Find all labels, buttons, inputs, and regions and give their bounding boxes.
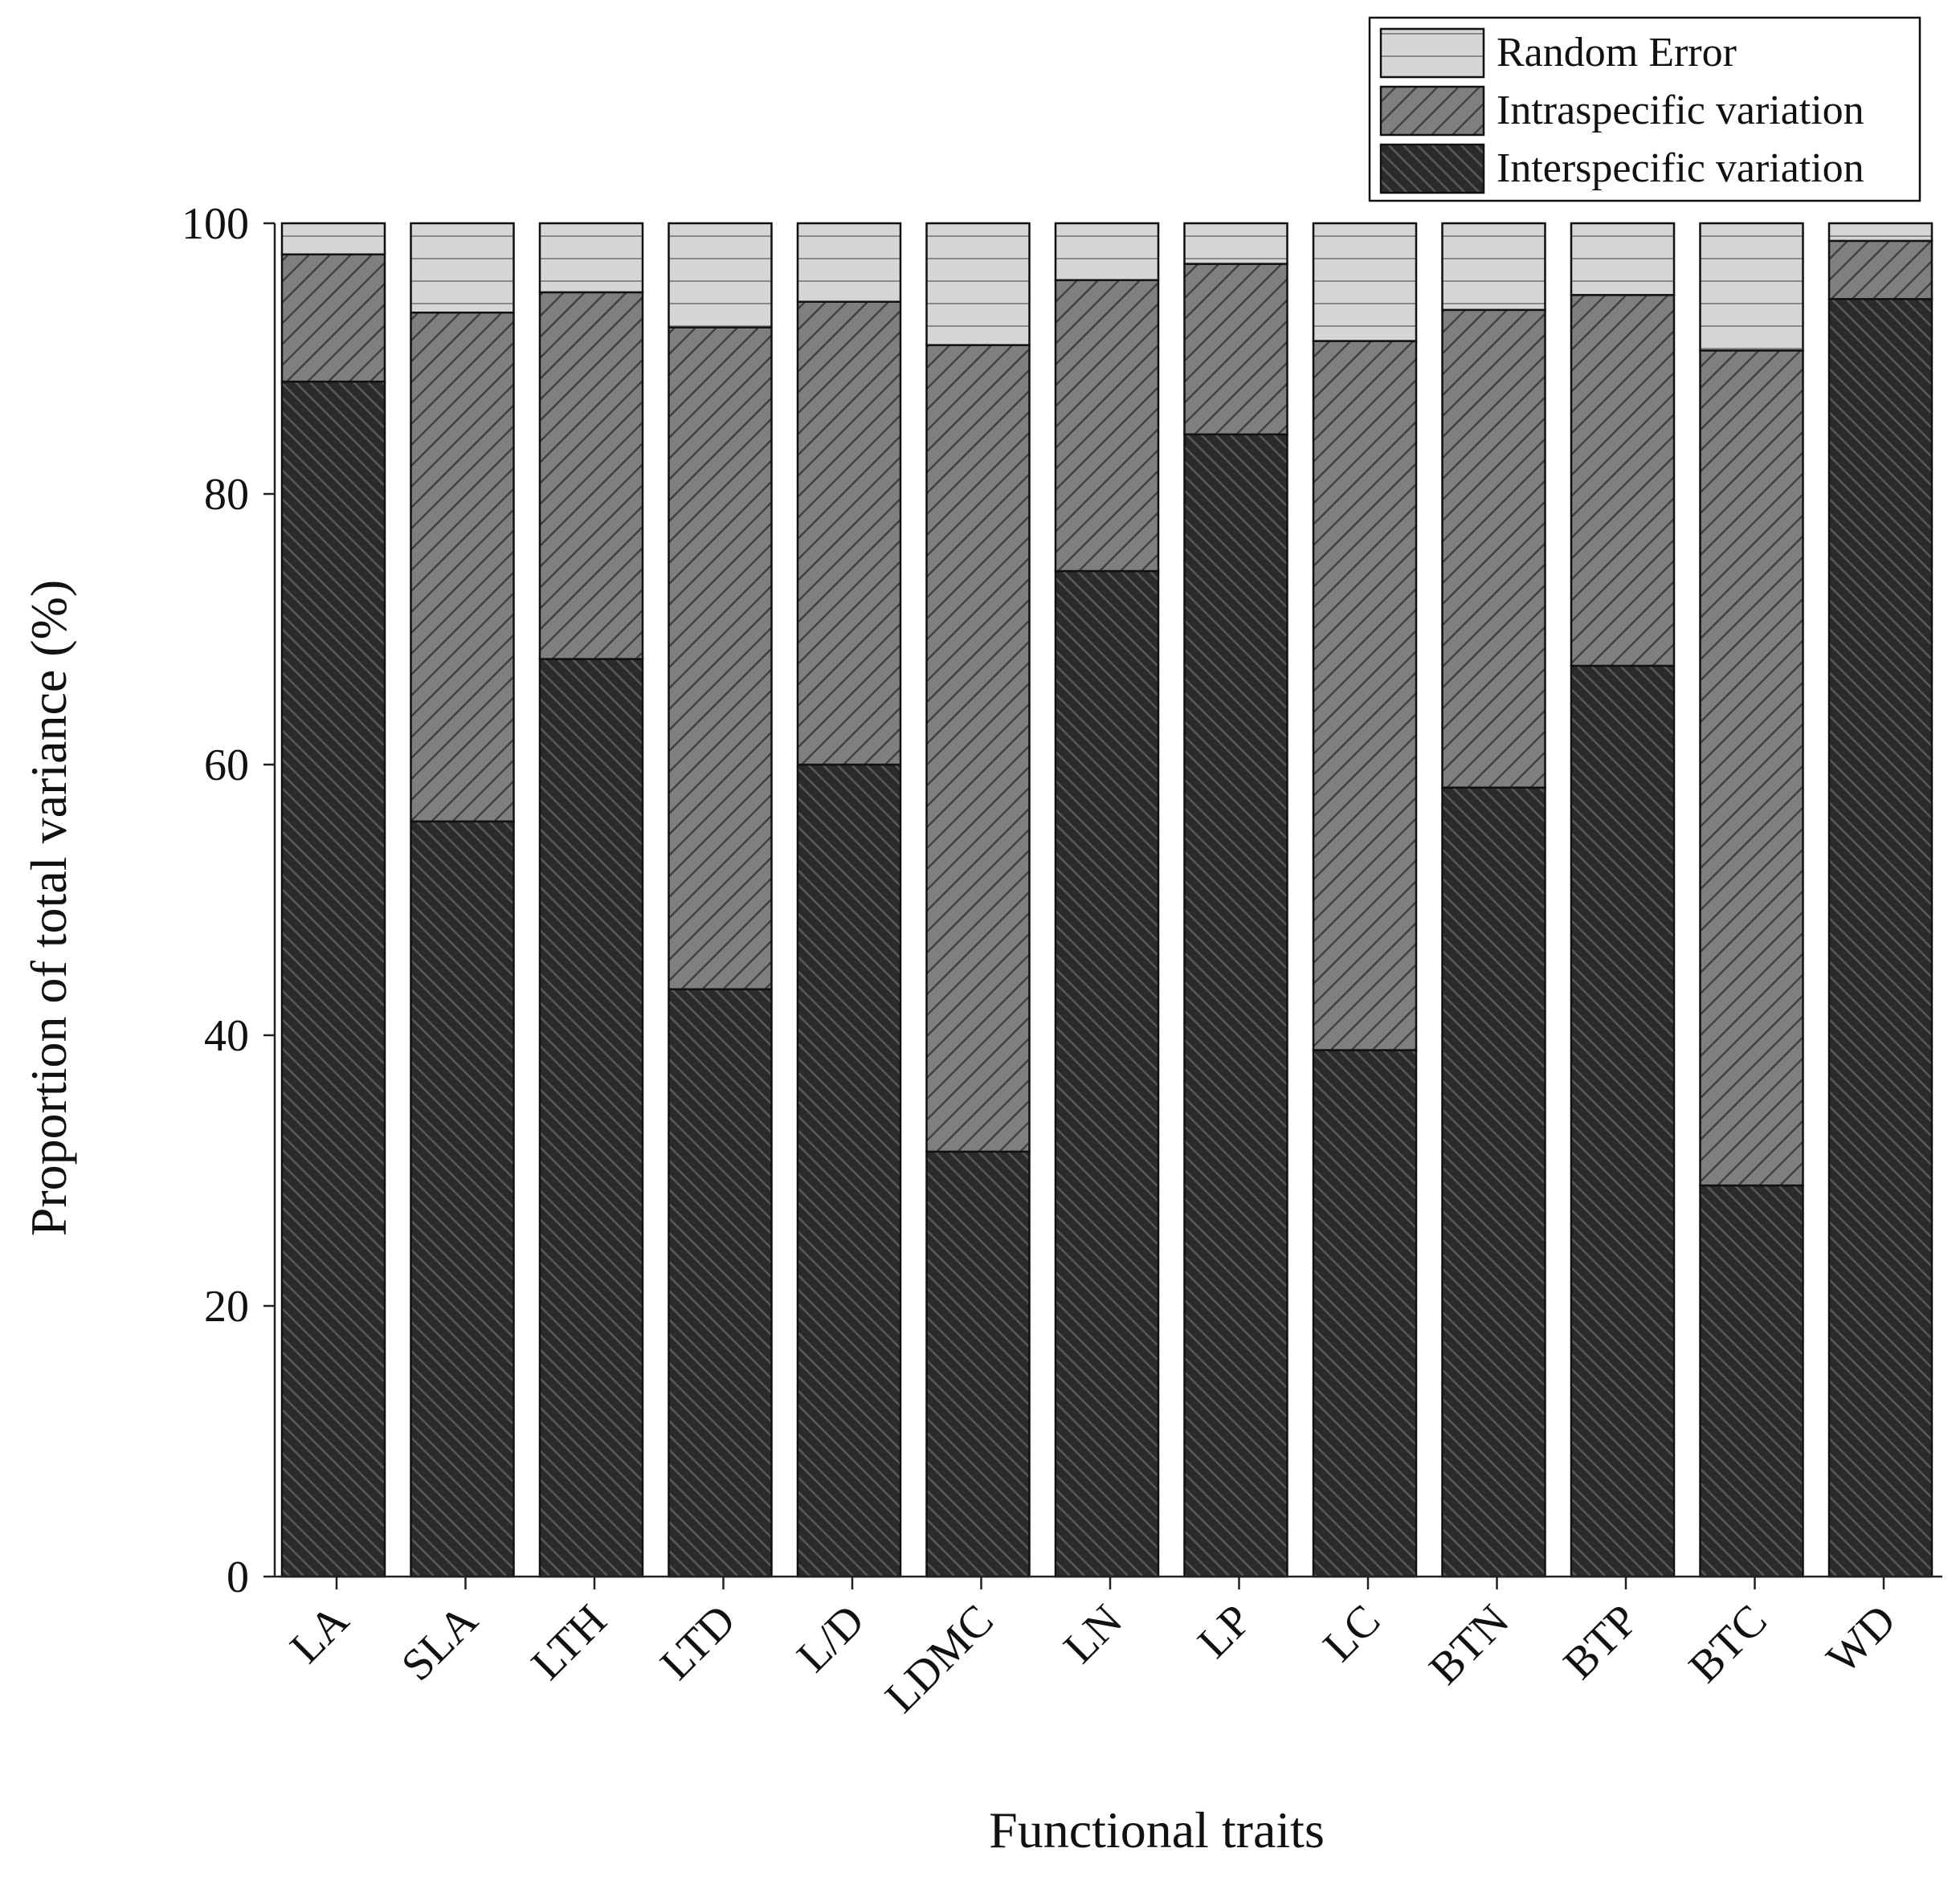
x-tick-label-ln: LN bbox=[1055, 1595, 1133, 1673]
bar-btn-interspecific-variation bbox=[1441, 786, 1546, 1578]
bar-ln-intraspecific-variation bbox=[1054, 279, 1160, 573]
legend-swatch-random-error bbox=[1379, 27, 1485, 79]
bar-la-random-error bbox=[280, 222, 386, 256]
bar-sla-interspecific-variation bbox=[410, 820, 515, 1578]
bar-lc-interspecific-variation bbox=[1312, 1049, 1418, 1578]
legend-label-random-error: Random Error bbox=[1497, 30, 1737, 75]
y-tick-label: 80 bbox=[204, 470, 249, 520]
bar-wd-interspecific-variation bbox=[1827, 298, 1933, 1578]
bar-btc-interspecific-variation bbox=[1699, 1184, 1804, 1578]
x-tick-label-sla: SLA bbox=[392, 1595, 488, 1691]
bar-wd-random-error bbox=[1827, 222, 1933, 243]
bar-lp-intraspecific-variation bbox=[1183, 263, 1288, 436]
x-tick-label-lth: LTH bbox=[522, 1595, 616, 1689]
y-tick-label: 40 bbox=[204, 1011, 249, 1061]
bar-ldmc-random-error bbox=[925, 222, 1031, 346]
bar-lc-intraspecific-variation bbox=[1312, 340, 1418, 1051]
bar-l-d-random-error bbox=[796, 222, 902, 303]
bar-lth-intraspecific-variation bbox=[538, 291, 644, 660]
x-tick-label-btp: BTP bbox=[1554, 1595, 1648, 1688]
bar-l-d-interspecific-variation bbox=[796, 763, 902, 1578]
bar-ln-random-error bbox=[1054, 222, 1160, 282]
bar-l-d-intraspecific-variation bbox=[796, 300, 902, 766]
x-tick-label-btn: BTN bbox=[1420, 1595, 1519, 1694]
x-axis-title: Functional traits bbox=[989, 1801, 1325, 1858]
bar-lth-random-error bbox=[538, 222, 644, 294]
x-tick-label-ldmc: LDMC bbox=[876, 1595, 1002, 1722]
bar-btp-interspecific-variation bbox=[1570, 664, 1676, 1578]
y-tick-label: 20 bbox=[204, 1282, 249, 1332]
legend: Random Error Intraspecific variation Inter… bbox=[1368, 16, 1921, 202]
bar-ln-interspecific-variation bbox=[1054, 569, 1160, 1578]
x-tick-label-ltd: LTD bbox=[651, 1595, 745, 1689]
x-tick-label-lp: LP bbox=[1189, 1595, 1261, 1667]
y-tick-label: 60 bbox=[204, 741, 249, 790]
legend-label-intraspecific-variation: Intraspecific variation bbox=[1497, 88, 1864, 133]
bar-ltd-intraspecific-variation bbox=[668, 326, 773, 990]
x-tick-label-btc: BTC bbox=[1680, 1595, 1777, 1692]
bar-sla-intraspecific-variation bbox=[410, 311, 515, 823]
bars-layer bbox=[280, 222, 1933, 1578]
y-tick-label: 100 bbox=[182, 199, 249, 249]
bar-la-intraspecific-variation bbox=[280, 253, 386, 383]
bar-sla-random-error bbox=[410, 222, 515, 314]
bar-ltd-random-error bbox=[668, 222, 773, 328]
bar-btp-random-error bbox=[1570, 222, 1676, 296]
bar-btp-intraspecific-variation bbox=[1570, 294, 1676, 667]
bar-lc-random-error bbox=[1312, 222, 1418, 342]
bar-wd-intraspecific-variation bbox=[1827, 239, 1933, 300]
bar-btn-random-error bbox=[1441, 222, 1546, 312]
bar-btn-intraspecific-variation bbox=[1441, 308, 1546, 789]
legend-swatch-interspecific-variation bbox=[1379, 143, 1485, 194]
x-tick-label-la: LA bbox=[281, 1595, 359, 1673]
bar-la-interspecific-variation bbox=[280, 380, 386, 1578]
x-tick-label-wd: WD bbox=[1817, 1595, 1905, 1683]
y-axis-title: Proportion of total variance (%) bbox=[20, 580, 77, 1237]
bar-ldmc-intraspecific-variation bbox=[925, 344, 1031, 1153]
legend-swatch-intraspecific-variation bbox=[1379, 85, 1485, 137]
legend-label-interspecific-variation: Interspecific variation bbox=[1497, 145, 1864, 191]
bar-btc-intraspecific-variation bbox=[1699, 349, 1804, 1187]
x-tick-label-l-d: L/D bbox=[788, 1595, 875, 1682]
x-tick-label-lc: LC bbox=[1314, 1595, 1390, 1671]
bar-btc-random-error bbox=[1699, 222, 1804, 352]
bar-lth-interspecific-variation bbox=[538, 658, 644, 1578]
bar-ltd-interspecific-variation bbox=[668, 988, 773, 1578]
bar-lp-random-error bbox=[1183, 222, 1288, 265]
y-tick-label: 0 bbox=[227, 1552, 249, 1602]
bar-ldmc-interspecific-variation bbox=[925, 1150, 1031, 1578]
bar-lp-interspecific-variation bbox=[1183, 433, 1288, 1578]
